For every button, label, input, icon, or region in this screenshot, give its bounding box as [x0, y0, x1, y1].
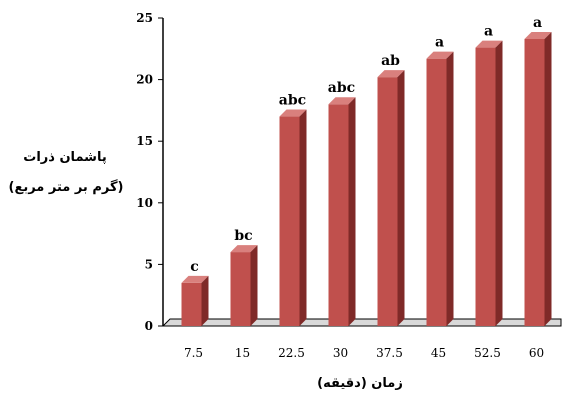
- bar-side: [544, 31, 552, 326]
- x-tick-labels: 7.5 15 22.5 30 37.5 45 52.5 60: [184, 346, 544, 360]
- bar-side: [495, 40, 503, 327]
- bar: [181, 275, 209, 326]
- bar-side: [201, 275, 209, 326]
- data-label: abc: [279, 93, 306, 109]
- bar: [279, 109, 307, 326]
- x-tick-label: 7.5: [184, 346, 203, 360]
- bar-top: [475, 40, 503, 48]
- bar-side: [397, 70, 405, 326]
- bars: [181, 31, 552, 327]
- bar-top: [426, 51, 454, 59]
- bar-front: [426, 58, 447, 326]
- bar: [426, 51, 454, 326]
- data-label: a: [484, 24, 493, 40]
- x-tick-label: 30: [333, 346, 348, 360]
- y-tick-labels: 0 5 10 15 20 25: [136, 11, 153, 333]
- data-label: a: [533, 15, 542, 31]
- bar-side: [446, 51, 454, 326]
- y-tick-label: 10: [136, 196, 153, 210]
- bar-top: [230, 245, 258, 253]
- bar-front: [377, 77, 398, 326]
- bar-front: [524, 38, 545, 326]
- bar-top: [181, 275, 209, 283]
- bar: [475, 40, 503, 327]
- y-tick-label: 5: [145, 257, 153, 271]
- y-tick-label: 15: [136, 134, 153, 148]
- x-tick-label: 60: [529, 346, 544, 360]
- bar-side: [250, 245, 258, 326]
- data-label: bc: [234, 228, 252, 244]
- bar: [230, 245, 258, 326]
- bar-top: [524, 31, 552, 39]
- data-label: abc: [328, 80, 355, 96]
- x-axis-title: زمان (دقیقه): [317, 376, 403, 391]
- y-tick-label: 20: [136, 73, 153, 87]
- bar-top: [328, 97, 356, 105]
- y-axis-title-line1: پاشمان ذرات: [23, 150, 107, 165]
- data-labels: c bc abc abc ab a a a: [190, 15, 542, 275]
- bar: [328, 97, 356, 327]
- y-tick-label: 0: [145, 319, 153, 333]
- x-tick-label: 37.5: [376, 346, 403, 360]
- x-tick-label: 15: [235, 346, 250, 360]
- data-label: ab: [381, 53, 400, 69]
- x-tick-label: 22.5: [278, 346, 305, 360]
- data-label: c: [190, 259, 199, 275]
- bar: [524, 31, 552, 326]
- bar-top: [377, 70, 405, 78]
- bar-front: [475, 47, 496, 327]
- bar-top: [279, 109, 307, 117]
- data-label: a: [435, 35, 444, 51]
- y-axis-title-line2: (گرم بر متر مربع): [8, 180, 124, 195]
- x-tick-label: 45: [431, 346, 446, 360]
- bar: [377, 70, 405, 326]
- bar-front: [328, 104, 349, 327]
- bar-front: [279, 116, 300, 326]
- x-tick-label: 52.5: [474, 346, 501, 360]
- bar-side: [348, 97, 356, 327]
- bar-front: [181, 282, 202, 326]
- bar-side: [299, 109, 307, 326]
- bar-front: [230, 252, 251, 326]
- y-tick-label: 25: [136, 11, 153, 25]
